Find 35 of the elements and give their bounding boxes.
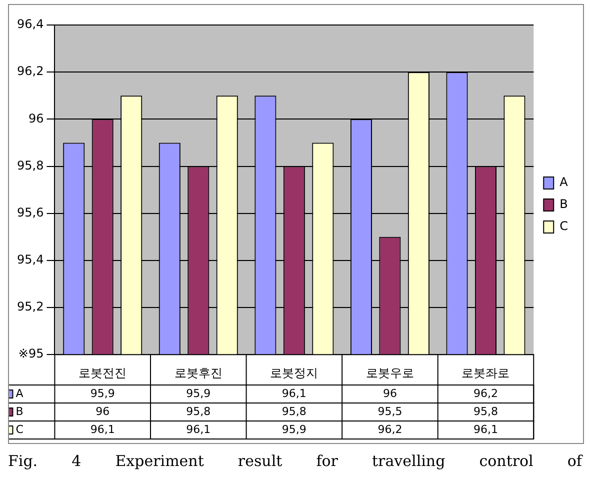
data-label: 95,8 [473, 404, 498, 418]
data-label: 96,1 [473, 422, 498, 436]
data-label: 95,9 [186, 386, 211, 400]
x-tick-label: 로봇후진 [174, 366, 222, 380]
data-label: 96,2 [473, 386, 498, 400]
y-tick-label: 96,2 [17, 64, 44, 78]
data-label: 95,9 [90, 386, 115, 400]
x-tick-label: 로봇좌로 [462, 366, 510, 380]
caption: Fig. 4 Experiment result for travelling control of [8, 452, 582, 470]
data-label: 96 [96, 404, 110, 418]
data-label: 95,5 [378, 404, 402, 418]
data-label: 95,8 [282, 404, 306, 418]
data-label: 96 [382, 386, 397, 400]
data-label: 96,1 [186, 422, 211, 436]
data-label: 96,1 [282, 386, 306, 400]
x-tick-label: 로봇우로 [366, 366, 414, 380]
data-label: 96,1 [90, 422, 115, 436]
data-label: 95,9 [282, 422, 306, 436]
y-tick-label: 95,6 [17, 205, 44, 220]
legend-label: B [560, 197, 568, 212]
text: B [16, 404, 24, 418]
data-label: 95,8 [186, 404, 211, 418]
legend-label: C [560, 219, 568, 234]
x-tick-label: 로봇전진 [78, 366, 127, 380]
y-tick-label: 95,8 [17, 158, 44, 172]
legend-label: A [16, 386, 24, 400]
text: C [16, 422, 24, 436]
y-tick-label: 96,4 [17, 17, 44, 32]
y-tick-label: ※95 [18, 346, 44, 361]
text: A [560, 175, 568, 190]
data-label: 96,2 [378, 422, 402, 436]
y-tick-label: 95,4 [17, 252, 44, 267]
x-tick-label: 로봇정지 [270, 366, 318, 380]
y-tick-label: 95,2 [17, 300, 44, 314]
y-tick-label: 96 [28, 111, 44, 126]
